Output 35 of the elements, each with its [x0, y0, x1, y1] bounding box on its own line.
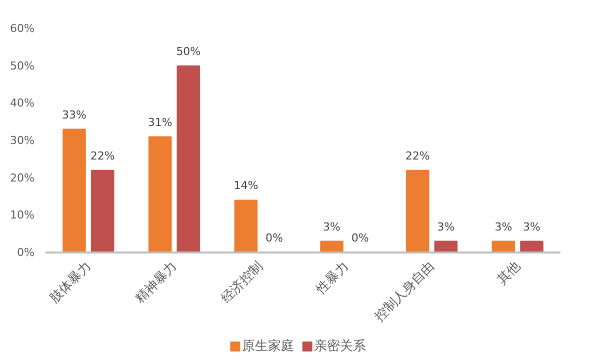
x-tick-label: 经济控制: [218, 258, 266, 306]
bar: [406, 170, 430, 252]
data-label: 0%: [351, 232, 369, 244]
bar: [90, 170, 114, 252]
data-label: 33%: [62, 108, 86, 122]
bar: [176, 65, 200, 252]
x-tick-label: 其他: [494, 258, 523, 288]
data-label: 31%: [148, 116, 172, 129]
x-tick-label: 性暴力: [312, 258, 352, 298]
y-tick-label: 40%: [10, 96, 35, 110]
data-label: 3%: [437, 220, 455, 234]
y-tick-label: 0%: [17, 246, 34, 259]
data-label: 22%: [90, 149, 115, 162]
x-tick-label: 精神暴力: [132, 258, 180, 306]
x-tick-label: 肢体暴力: [46, 258, 94, 306]
y-tick-label: 60%: [10, 22, 35, 35]
data-label: 0%: [266, 232, 283, 244]
data-label: 3%: [494, 220, 512, 234]
y-tick-label: 20%: [10, 171, 35, 184]
bar: [148, 136, 172, 252]
legend-label: 亲密关系: [314, 339, 366, 354]
bar: [520, 240, 544, 252]
data-label: 14%: [234, 179, 258, 192]
y-tick-label: 50%: [10, 59, 35, 72]
data-label: 22%: [405, 149, 430, 162]
y-tick-label: 10%: [10, 208, 35, 222]
y-tick-label: 30%: [10, 134, 35, 147]
data-label: 3%: [523, 220, 540, 234]
legend-label: 原生家庭: [242, 338, 294, 354]
x-tick-label: 控制人身自由: [371, 258, 438, 324]
data-label: 3%: [323, 220, 340, 234]
bar: [62, 128, 86, 252]
bar: [234, 200, 258, 252]
bar: [320, 240, 344, 252]
data-label: 50%: [176, 44, 201, 58]
